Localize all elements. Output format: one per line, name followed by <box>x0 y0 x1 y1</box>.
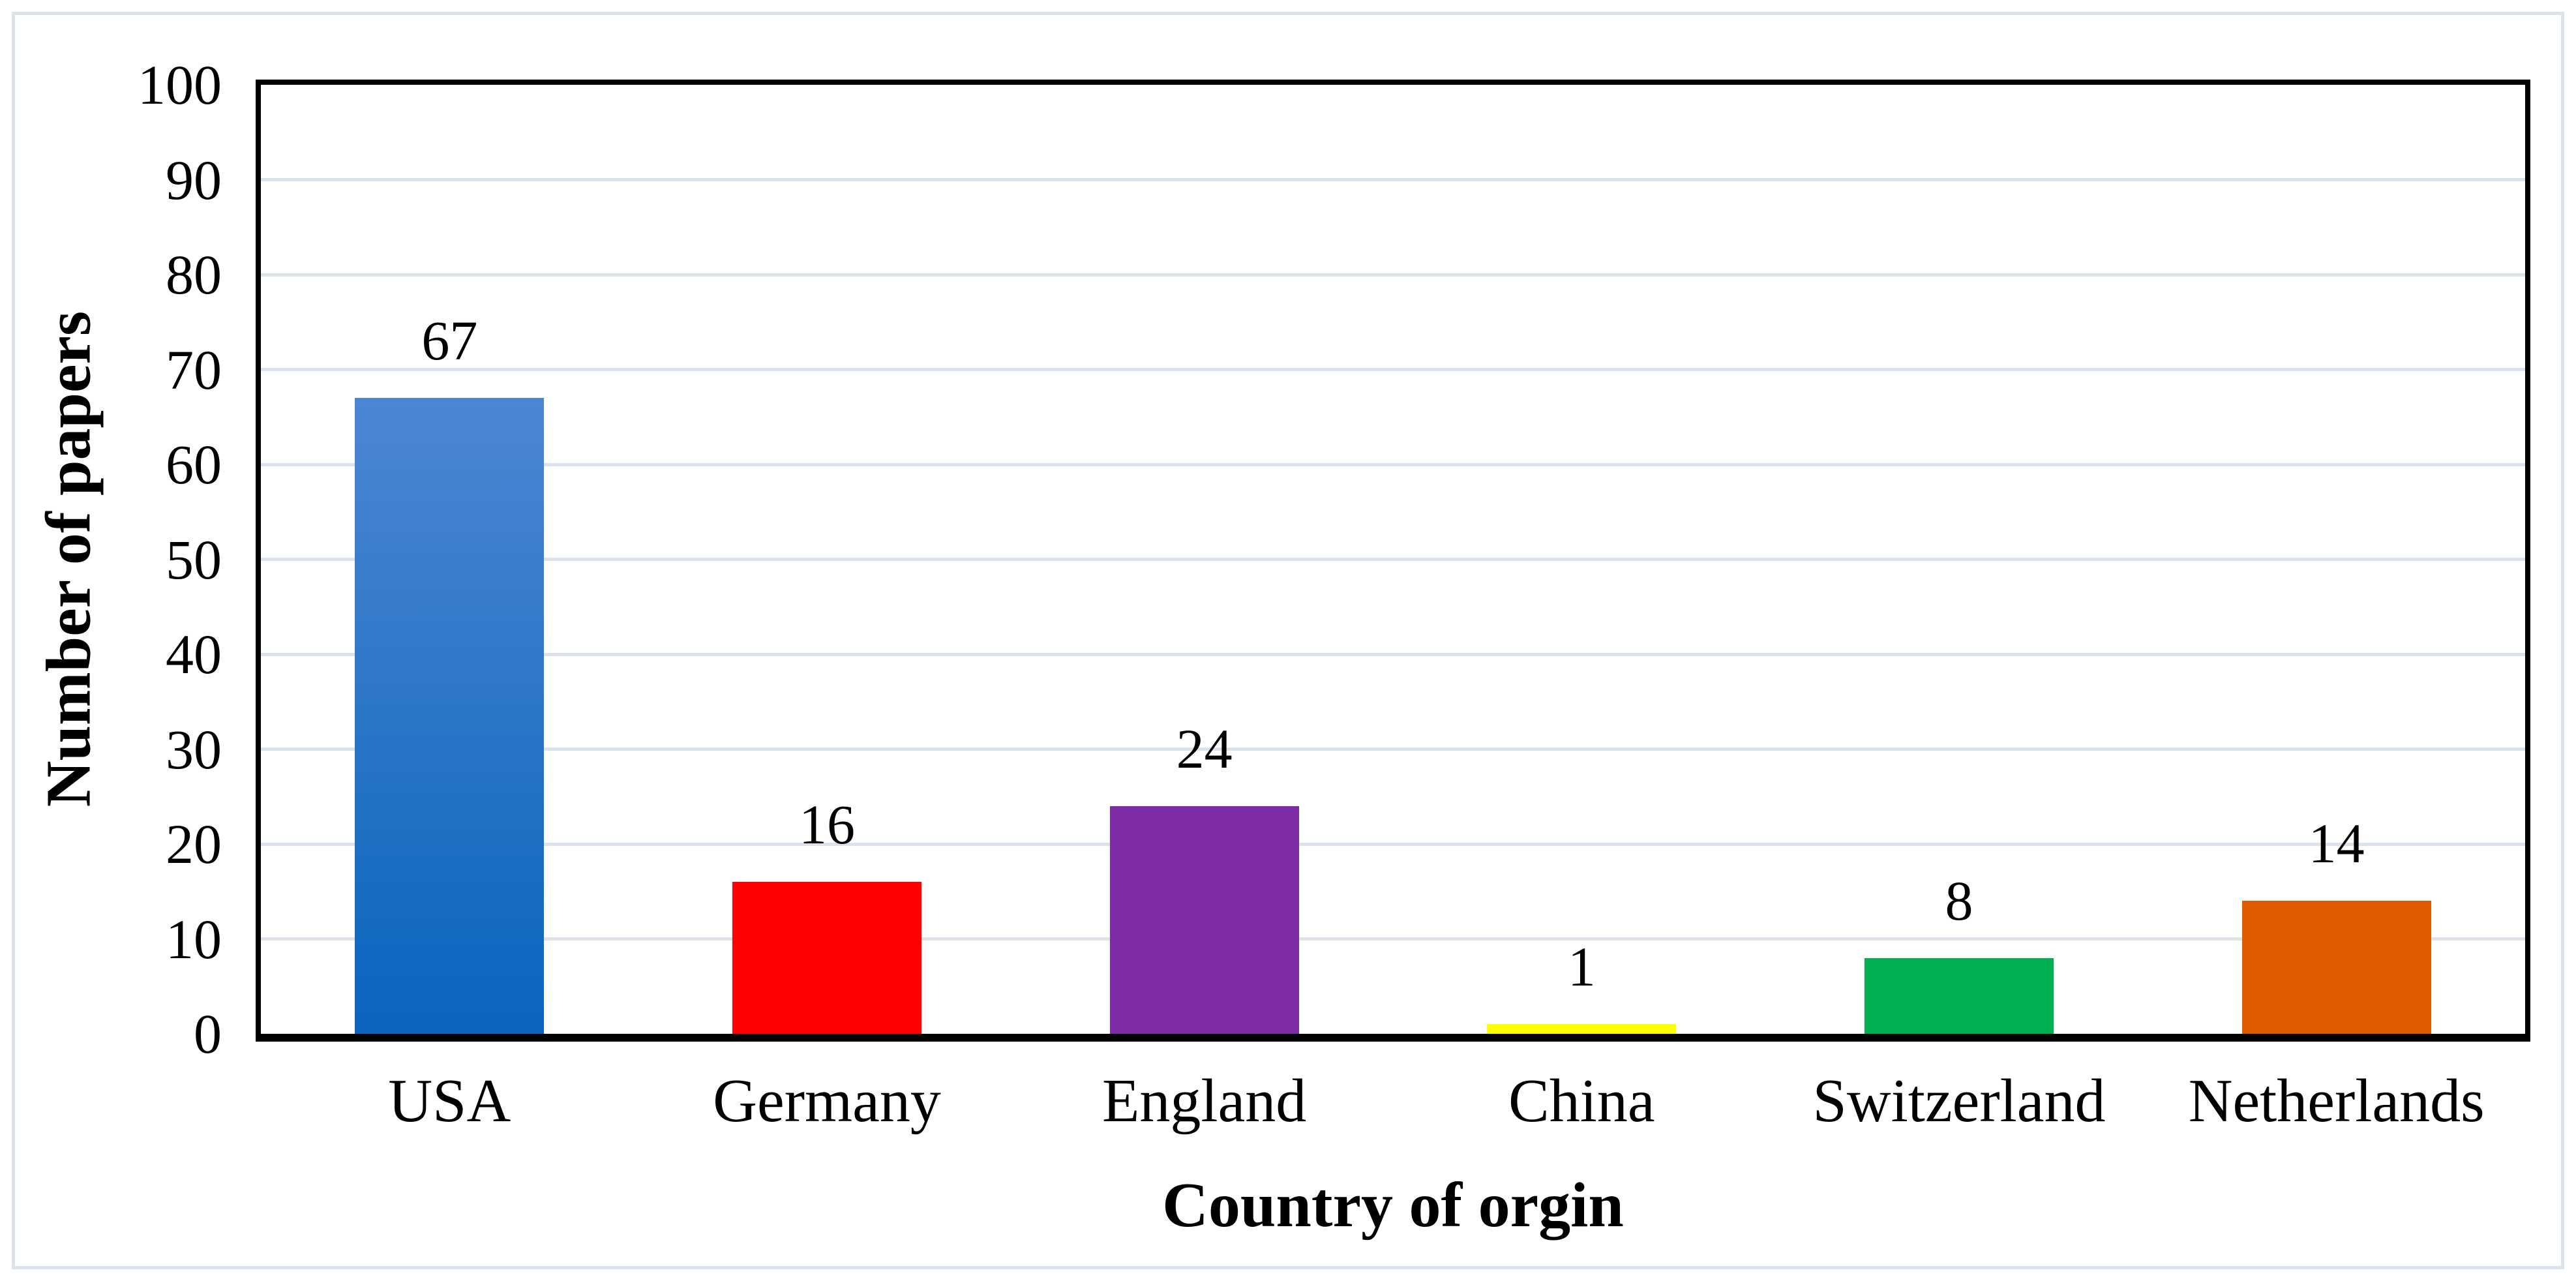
x-axis-title: Country of orgin <box>1162 1170 1624 1241</box>
y-tick-label-100: 100 <box>138 53 222 116</box>
plot-area: 67 16 24 1 8 14 <box>256 80 2530 1042</box>
y-tick-label-30: 30 <box>166 717 222 781</box>
category-label-Switzerland: Switzerland <box>1812 1067 2106 1135</box>
gridline-80 <box>261 273 2525 277</box>
gridline-60 <box>261 462 2525 466</box>
category-label-England: England <box>1102 1067 1307 1135</box>
data-label-China: 1 <box>1567 935 1596 999</box>
data-label-Germany: 16 <box>799 793 855 856</box>
data-label-Switzerland: 8 <box>1945 869 1973 932</box>
data-label-USA: 67 <box>421 309 478 372</box>
category-label-Germany: Germany <box>713 1067 941 1135</box>
data-label-England: 24 <box>1176 717 1233 780</box>
gridline-40 <box>261 652 2525 656</box>
y-tick-label-60: 60 <box>166 433 222 496</box>
y-tick-label-90: 90 <box>166 148 222 211</box>
data-label-Netherlands: 14 <box>2308 812 2365 875</box>
bar-Germany <box>732 882 921 1034</box>
gridline-70 <box>261 368 2525 371</box>
category-label-China: China <box>1508 1067 1655 1135</box>
bar-Netherlands <box>2241 901 2431 1034</box>
bar-England <box>1109 806 1299 1034</box>
bar-Switzerland <box>1865 957 2054 1034</box>
gridline-20 <box>261 842 2525 846</box>
gridline-30 <box>261 747 2525 751</box>
y-tick-label-10: 10 <box>166 907 222 971</box>
y-tick-label-40: 40 <box>166 623 222 686</box>
category-label-USA: USA <box>388 1067 511 1135</box>
y-tick-label-20: 20 <box>166 813 222 875</box>
y-tick-label-80: 80 <box>166 243 222 306</box>
category-label-Netherlands: Netherlands <box>2188 1067 2485 1135</box>
bar-China <box>1487 1024 1677 1034</box>
gridline-90 <box>261 178 2525 181</box>
y-tick-label-0: 0 <box>194 1002 222 1065</box>
gridline-50 <box>261 558 2525 561</box>
y-tick-label-70: 70 <box>166 338 222 401</box>
bar-USA <box>355 398 545 1034</box>
y-tick-label-50: 50 <box>166 528 222 591</box>
gridline-10 <box>261 937 2525 941</box>
